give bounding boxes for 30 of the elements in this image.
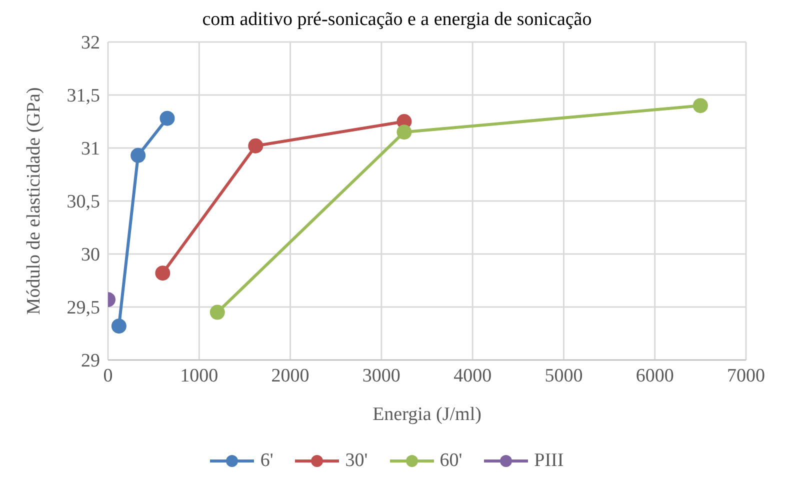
y-tick-label: 30 bbox=[81, 244, 100, 266]
legend-label: 6' bbox=[260, 450, 274, 472]
y-tick-label: 29,5 bbox=[66, 298, 100, 319]
x-tick-label: 4000 bbox=[454, 365, 492, 386]
y-tick-label: 31 bbox=[81, 138, 100, 160]
x-tick-label: 3000 bbox=[362, 365, 400, 386]
y-tick-label: 30,5 bbox=[66, 192, 100, 213]
point bbox=[160, 110, 175, 126]
x-tick-label: 0 bbox=[103, 365, 113, 386]
x-axis-title: Energia (J/ml) bbox=[372, 404, 482, 425]
y-tick-label: 31,5 bbox=[66, 86, 100, 107]
legend-label: PIII bbox=[534, 450, 564, 472]
point bbox=[111, 318, 126, 334]
point bbox=[692, 98, 708, 114]
x-tick-label: 2000 bbox=[271, 365, 310, 386]
y-tick-label: 32 bbox=[81, 32, 100, 54]
chart-title: com aditivo pré-sonicação e a energia de sonicação bbox=[201, 8, 593, 32]
y-tick-label: 29 bbox=[81, 350, 100, 372]
point bbox=[130, 148, 146, 163]
x-tick-label: 5000 bbox=[544, 365, 583, 386]
x-tick-label: 6000 bbox=[636, 365, 674, 386]
legend-label: 30' bbox=[345, 450, 368, 472]
point bbox=[210, 304, 225, 320]
point bbox=[248, 138, 264, 154]
x-tick-label: 1000 bbox=[180, 365, 218, 386]
point bbox=[396, 124, 412, 140]
point bbox=[155, 266, 170, 281]
x-tick-label: 7000 bbox=[727, 365, 765, 386]
legend-label: 60' bbox=[440, 450, 462, 472]
y-axis-title: Módulo de elasticidade (GPa) bbox=[24, 87, 45, 315]
